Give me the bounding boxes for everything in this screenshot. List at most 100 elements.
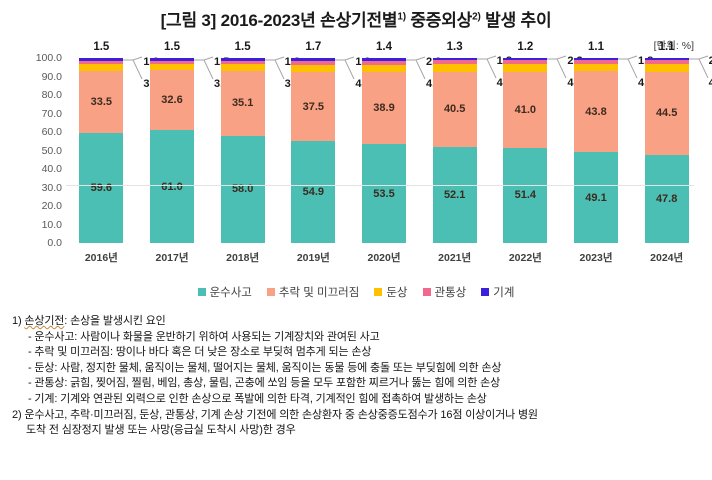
bar-segment[interactable]: 40.5: [432, 71, 477, 147]
bar-segment[interactable]: [362, 64, 406, 73]
chart-legend: 운수사고 추락 및 미끄러짐 둔상 관통상 기계: [0, 284, 712, 300]
bar-segment[interactable]: [79, 63, 124, 71]
bar-stack: 53.538.91.42.24.0: [362, 41, 441, 243]
bar-top-value: 1.5: [234, 41, 251, 53]
bar-segment[interactable]: [79, 58, 124, 61]
bar-stack: 52.140.51.31.84.3: [432, 41, 512, 243]
bar-segment[interactable]: 33.5: [79, 70, 124, 133]
bar-segment-value: 35.1: [231, 97, 254, 110]
bar-segment[interactable]: 59.6: [79, 132, 124, 243]
bar-segment[interactable]: [432, 63, 477, 72]
bar-segment[interactable]: [291, 61, 336, 65]
bar-segment-value: 54.9: [302, 186, 325, 199]
bar-segment[interactable]: 58.0: [220, 135, 265, 243]
bar-segment[interactable]: [644, 64, 689, 73]
bar-segment[interactable]: 38.9: [362, 72, 406, 144]
bar-segment[interactable]: [503, 57, 548, 61]
bar-segment-value: 37.5: [302, 100, 325, 113]
bar-segment-value: 33.5: [90, 95, 113, 108]
legend-item[interactable]: 기계: [481, 284, 514, 300]
bar-segment[interactable]: 41.0: [503, 72, 548, 148]
bar-segment[interactable]: [362, 60, 406, 65]
x-axis-baseline: [66, 185, 694, 186]
bar-group[interactable]: 61.032.61.51.53.4: [150, 41, 229, 243]
bar-segment[interactable]: [79, 60, 124, 64]
bar-segment[interactable]: 44.5: [644, 72, 689, 155]
bar-segment[interactable]: [150, 60, 194, 64]
bar-segment[interactable]: [574, 63, 618, 72]
legend-label: 운수사고: [209, 287, 252, 299]
bar-segment[interactable]: [220, 64, 265, 71]
bar-segment[interactable]: [503, 64, 548, 73]
bar-group[interactable]: 59.633.51.51.63.8: [79, 41, 159, 243]
bar-top-value: 1.3: [446, 41, 463, 53]
bar-segment[interactable]: [432, 58, 477, 61]
bar-group[interactable]: 52.140.51.31.84.3: [432, 41, 512, 243]
bar-segment[interactable]: [291, 58, 336, 62]
legend-item[interactable]: 운수사고: [197, 284, 252, 300]
bar-group[interactable]: 58.035.11.51.83.6: [220, 41, 300, 243]
bar-segment[interactable]: 53.5: [362, 144, 406, 243]
bar-stack: 58.035.11.51.83.6: [220, 41, 300, 243]
bar-segment[interactable]: [220, 60, 265, 65]
page-title-middle: 중증외상: [405, 11, 473, 30]
bar-segment[interactable]: 51.4: [503, 147, 548, 243]
bar-segment[interactable]: [220, 58, 265, 61]
bar-segment[interactable]: [644, 60, 689, 65]
footnote-2-text-1: 운수사고, 추락·미끄러짐, 둔상, 관통상, 기계 손상 기전에 의한 손상환…: [24, 408, 538, 421]
legend-item[interactable]: 둔상: [374, 284, 408, 300]
bar-segment[interactable]: [362, 58, 406, 61]
bar-group[interactable]: 51.441.01.22.24.3: [503, 41, 583, 243]
bar-segment[interactable]: 61.0: [150, 130, 194, 243]
y-axis-tick: 10.0: [41, 218, 62, 231]
x-axis-label: 2023년: [579, 252, 613, 264]
bar-group[interactable]: 49.143.81.11.84.1: [574, 41, 653, 243]
x-axis-label: 2021년: [438, 252, 472, 264]
x-axis-label: 2017년: [155, 252, 189, 264]
bar-segment-value: 59.6: [90, 181, 113, 194]
footnote-1-term: 손상기전: [24, 315, 65, 327]
y-axis-tick: 60.0: [41, 126, 62, 138]
legend-item[interactable]: 관통상: [422, 284, 466, 300]
bar-segment[interactable]: 49.1: [574, 152, 618, 243]
legend-label: 둔상: [386, 287, 408, 299]
bar-segment[interactable]: 47.8: [644, 154, 689, 243]
bar-segment[interactable]: 52.1: [432, 146, 477, 243]
y-axis-tick: 20.0: [41, 200, 62, 212]
bar-segment[interactable]: 37.5: [291, 72, 336, 142]
bar-segment[interactable]: [503, 60, 548, 65]
bar-segment[interactable]: [574, 58, 618, 61]
footnote-2-text-2: 도착 전 심장정지 발생 또는 사망(응급실 도착시 사망)한 경우: [26, 424, 296, 437]
bar-group[interactable]: 47.8 44.5 1.1 2.2 4.4: [644, 41, 712, 243]
bar-top-value: 1.7: [305, 41, 322, 53]
bar-segment[interactable]: [574, 60, 618, 64]
bar-segment[interactable]: 54.9: [291, 141, 336, 243]
legend-label: 추락 및 미끄러짐: [278, 287, 360, 299]
legend-item[interactable]: 추락 및 미끄러짐: [266, 284, 360, 300]
bar-top-value: 1.5: [164, 41, 180, 53]
bar-group[interactable]: 53.538.91.42.24.0: [362, 41, 441, 243]
bar-group[interactable]: 54.937.51.71.94.0: [291, 41, 371, 243]
page-title: [그림 3] 2016-2023년 손상기전별1) 중증외상2) 발생 추이: [0, 6, 712, 31]
y-axis-tick: 30.0: [41, 181, 62, 194]
bar-top-value: 1.4: [376, 41, 392, 53]
legend-swatch-icon: [422, 288, 431, 296]
title-footnote-marker-1: 1): [397, 11, 406, 23]
bar-segment[interactable]: 35.1: [220, 70, 265, 136]
bar-segment[interactable]: 32.6: [150, 69, 194, 131]
bar-segment-value: 47.8: [655, 192, 678, 205]
footnote-bullet: - 관통상: 긁힘, 찢어짐, 찔림, 베임, 총상, 물림, 곤충에 쏘임 등…: [28, 377, 501, 390]
y-axis-tick: 80.0: [41, 89, 62, 101]
footnote-1-text: : 손상을 발생시킨 요인: [64, 315, 166, 327]
legend-swatch-icon: [481, 288, 490, 296]
x-axis-label: 2022년: [508, 252, 542, 264]
bar-segment[interactable]: 43.8: [574, 71, 618, 153]
bar-segment[interactable]: [150, 58, 194, 61]
bar-segment[interactable]: [432, 60, 477, 64]
bar-segment-value: 44.5: [655, 107, 678, 120]
legend-swatch-icon: [374, 288, 383, 296]
bar-segment[interactable]: [644, 58, 689, 61]
footnote-bullet-list: - 운수사고: 사람이나 화물을 운반하기 위하여 사용되는 기계장치와 관여된…: [12, 330, 706, 408]
bar-segment[interactable]: [150, 63, 194, 70]
bar-segment[interactable]: [291, 64, 336, 73]
